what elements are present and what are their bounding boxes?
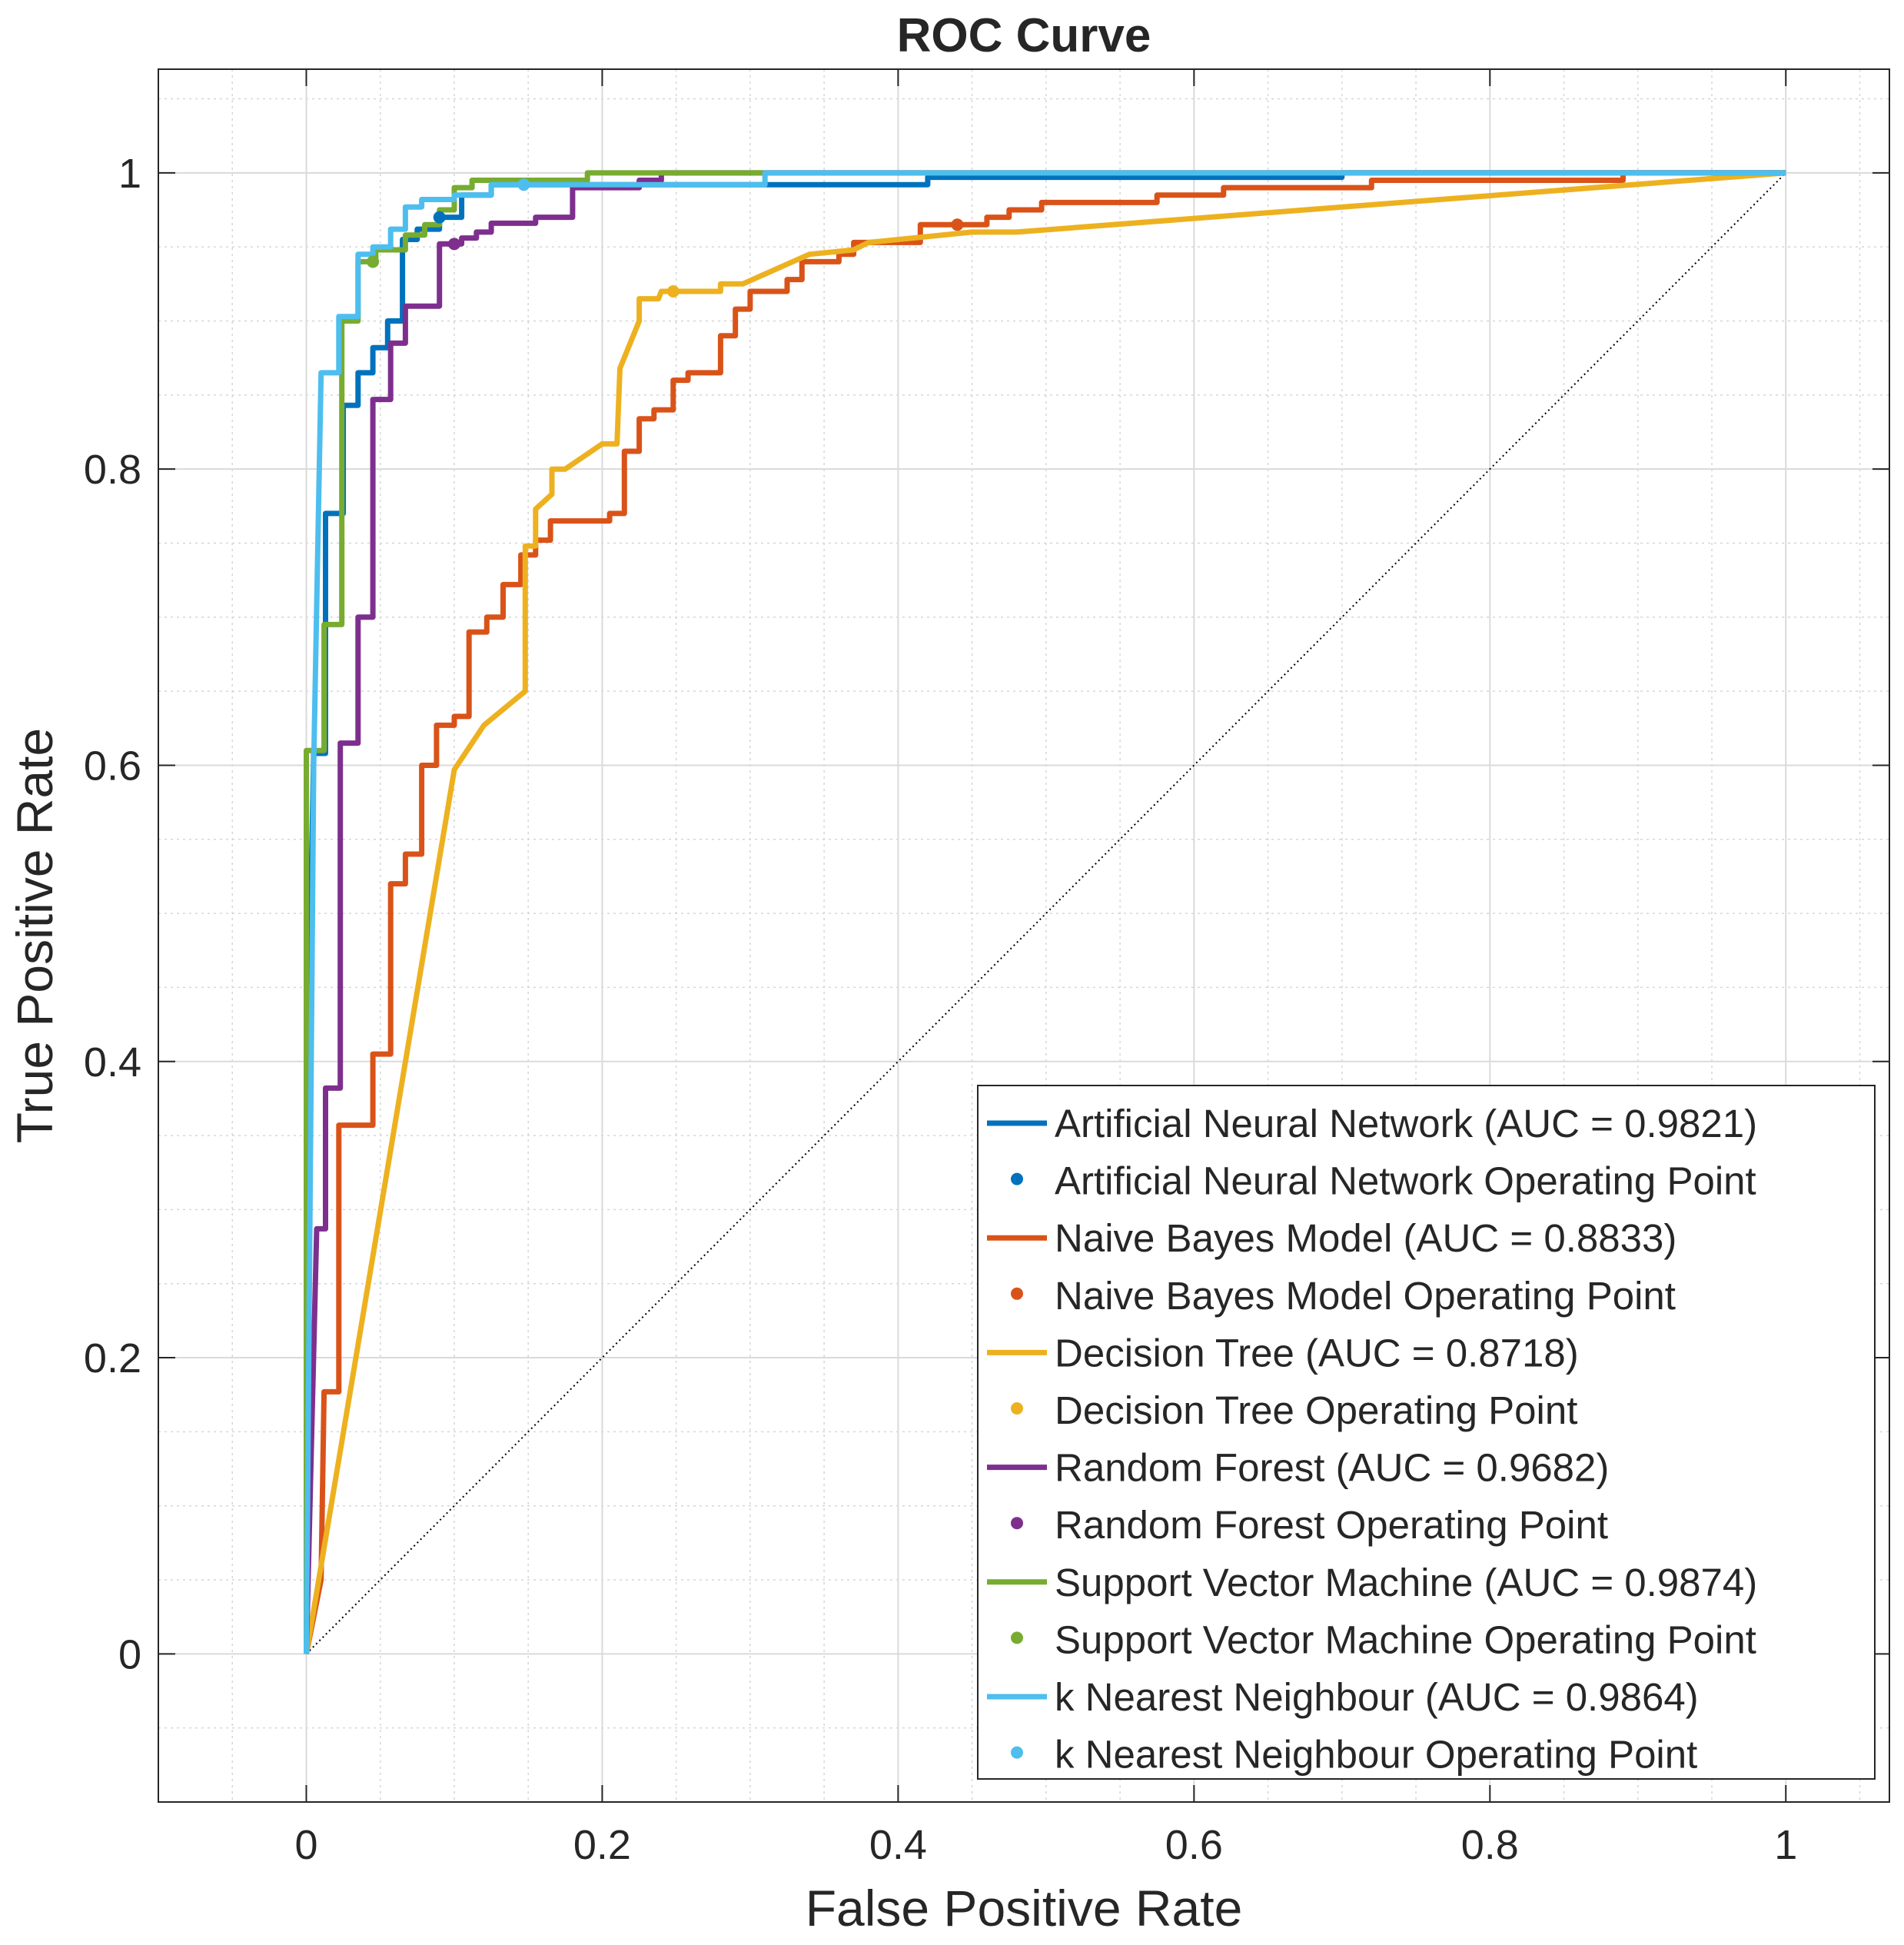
x-tick-label: 1	[1774, 1822, 1797, 1868]
y-tick-label: 0.6	[84, 743, 141, 789]
roc-line-naive-bayes-model	[304, 170, 1786, 1655]
legend-entry-label: Random Forest Operating Point	[1055, 1503, 1608, 1547]
roc-line-k-nearest-neighbour	[304, 170, 1786, 1654]
legend-entry-label: k Nearest Neighbour Operating Point	[1055, 1733, 1697, 1777]
legend-point-swatch	[1011, 1517, 1023, 1530]
operating-point-random-forest	[447, 238, 460, 251]
roc-line-support-vector-machine	[304, 170, 1786, 1654]
roc-curves	[304, 170, 1786, 1655]
x-tick-label: 0.4	[869, 1822, 927, 1868]
legend-point-swatch	[1011, 1402, 1023, 1415]
operating-point-support-vector-machine	[367, 255, 380, 268]
legend-point-swatch	[1011, 1287, 1023, 1300]
legend-box	[977, 1085, 1876, 1780]
legend-entry-label: Decision Tree (AUC = 0.8718)	[1055, 1331, 1579, 1375]
roc-line-decision-tree	[304, 170, 1786, 1654]
x-tick-label: 0.6	[1165, 1822, 1223, 1868]
operating-point-decision-tree	[666, 284, 680, 298]
legend-entry-label: Artificial Neural Network (AUC = 0.9821)	[1055, 1102, 1757, 1145]
legend-entry-label: Random Forest (AUC = 0.9682)	[1055, 1446, 1609, 1490]
legend-entry-label: Support Vector Machine Operating Point	[1055, 1618, 1756, 1661]
legend-entry-label: Naive Bayes Model Operating Point	[1055, 1274, 1676, 1318]
legend-point-swatch	[1011, 1746, 1023, 1759]
y-tick-label: 0.4	[84, 1039, 141, 1086]
y-axis-label: True Positive Rate	[6, 728, 63, 1143]
plot-area-frame	[158, 68, 1890, 1803]
operating-point-k-nearest-neighbour	[517, 178, 530, 191]
y-tick-label: 1	[118, 151, 141, 197]
chance-line	[305, 172, 1786, 1655]
chart-title: ROC Curve	[897, 9, 1151, 62]
operating-point-naive-bayes-model	[951, 218, 964, 231]
y-tick-label: 0.8	[84, 447, 141, 493]
y-tick-label: 0	[118, 1631, 141, 1677]
legend-entry-label: Naive Bayes Model (AUC = 0.8833)	[1055, 1216, 1676, 1260]
legend-point-swatch	[1011, 1631, 1023, 1644]
legend-entry-label: Decision Tree Operating Point	[1055, 1388, 1577, 1432]
legend-entry-label: Support Vector Machine (AUC = 0.9874)	[1055, 1561, 1757, 1604]
operating-points	[367, 178, 964, 298]
legend-point-swatch	[1011, 1172, 1023, 1185]
x-tick-label: 0.2	[573, 1822, 631, 1868]
axis-ticks: 0 0.2 0.4 0.6 0.8 1 0 0.2 0.4 0.6 0.8 1	[84, 69, 1889, 1868]
operating-point-artificial-neural-network	[433, 211, 446, 224]
roc-line-random-forest	[304, 170, 1786, 1654]
legend-entry-label: k Nearest Neighbour (AUC = 0.9864)	[1055, 1675, 1699, 1719]
legend-entry-label: Artificial Neural Network Operating Poin…	[1055, 1159, 1756, 1203]
x-axis-label: False Positive Rate	[806, 1880, 1243, 1937]
y-tick-label: 0.2	[84, 1335, 141, 1381]
x-tick-label: 0	[294, 1822, 317, 1868]
grid-lines	[158, 69, 1889, 1802]
x-tick-label: 0.8	[1461, 1822, 1519, 1868]
legend: Artificial Neural Network (AUC = 0.9821)…	[977, 1085, 1876, 1780]
